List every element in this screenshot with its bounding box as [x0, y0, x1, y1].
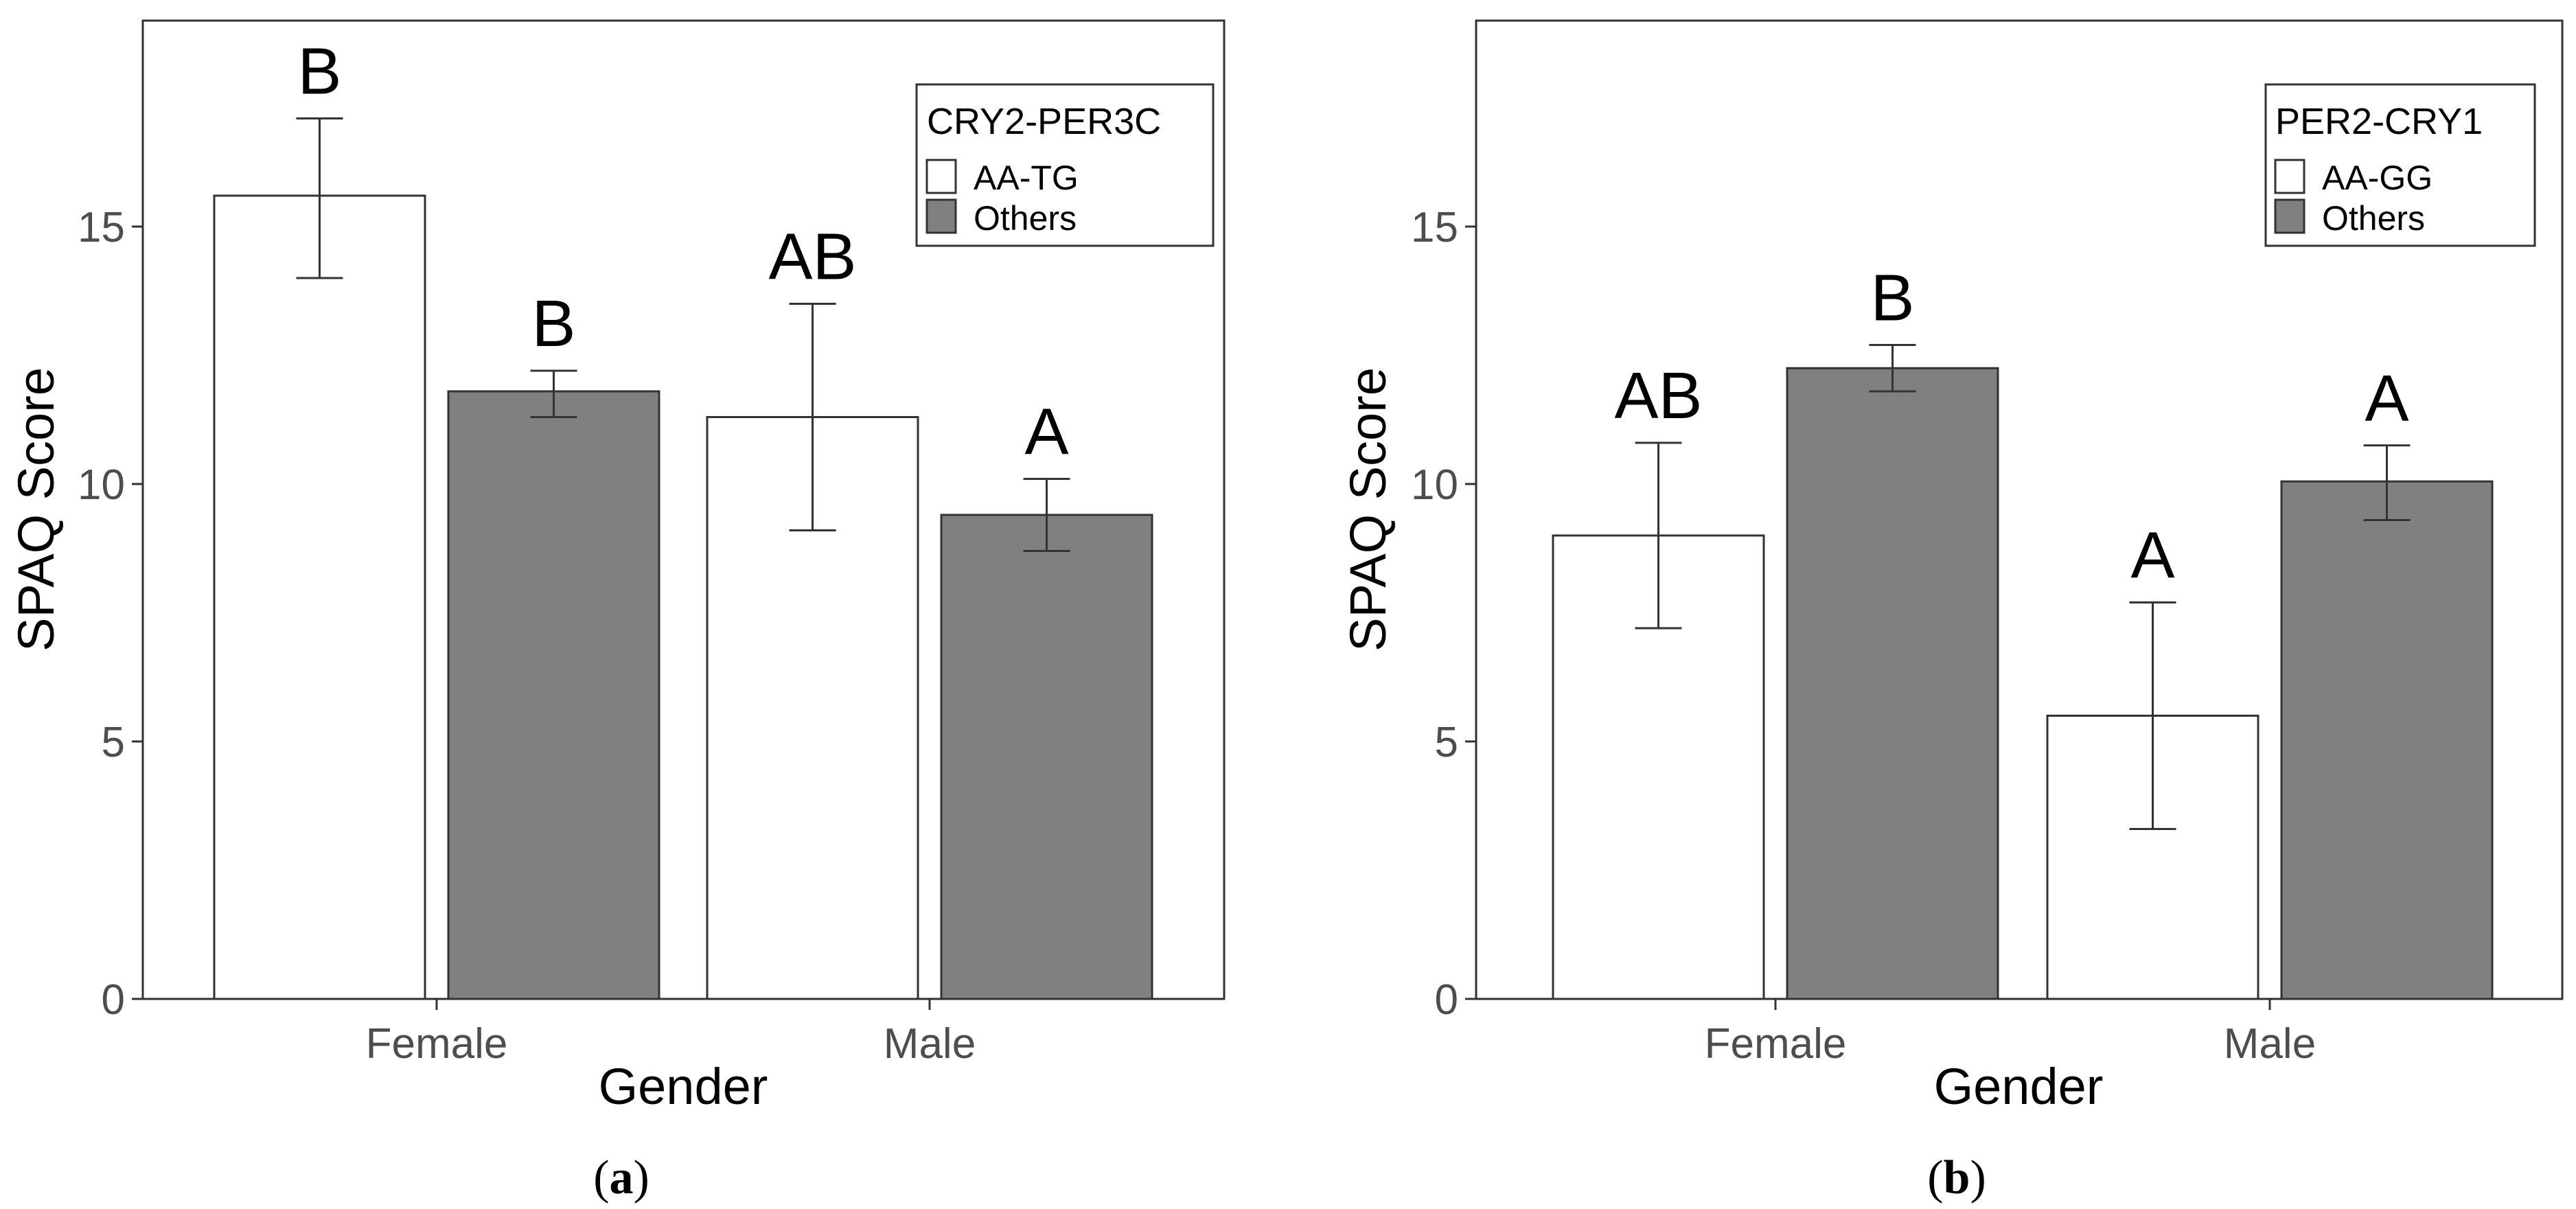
- panel-b-legend-key-others: [2274, 198, 2305, 234]
- panel-b-y-axis-title: SPAQ Score: [1339, 367, 1396, 652]
- panel-b-y-tick-label: 10: [1411, 461, 1458, 509]
- panel-a-significance-labels: B AB B A: [297, 35, 1068, 469]
- panel-a-caption-letter: a: [610, 1151, 634, 1204]
- panel-a-legend-key-others: [925, 198, 957, 234]
- panel-a-sig-label-male-aa-tg: AB: [768, 220, 856, 294]
- panel-b-legend: PER2-CRY1 AA-GG Others: [2264, 83, 2536, 247]
- panel-b-sig-label-female-others: B: [1870, 262, 1914, 335]
- panel-a-y-ticks: 0 5 10 15: [78, 204, 143, 1024]
- panel-b-sig-label-male-aa-gg: A: [2130, 519, 2174, 592]
- panel-a-y-tick-label: 5: [102, 719, 125, 766]
- panel-a-bar-female-aa-tg: [213, 194, 426, 1000]
- panel-b-sig-label-male-others: A: [2365, 362, 2408, 435]
- panel-b-y-tick-label: 15: [1411, 204, 1458, 251]
- panel-a-y-tick-label: 0: [102, 976, 125, 1024]
- panel-b-y-tick-label: 5: [1435, 719, 1458, 766]
- panel-b-x-tick-label-male: Male: [2224, 1020, 2316, 1068]
- panel-b-legend-key-aa-gg: [2274, 159, 2305, 194]
- panel-a-x-ticks: Female Male: [366, 999, 976, 1068]
- panel-b-bar-female-others: [1786, 367, 1999, 1000]
- panel-a-y-axis-title: SPAQ Score: [8, 367, 65, 652]
- panel-b-legend-label-others: Others: [2322, 199, 2425, 238]
- panel-b-x-tick-label-female: Female: [1705, 1020, 1847, 1068]
- panel-b-legend-box: [2264, 83, 2536, 247]
- panel-a-legend-label-others: Others: [974, 199, 1077, 238]
- panel-a-sig-label-female-aa-tg: B: [297, 35, 341, 108]
- panel-a-chart: 0 5 10 15 B AB B A Female Male SPAQ Score Gende…: [8, 19, 1226, 1204]
- panel-a-legend: CRY2-PER3C AA-TG Others: [915, 83, 1215, 247]
- panel-b-caption-letter: b: [1944, 1151, 1970, 1204]
- panel-a-sig-label-male-others: A: [1024, 395, 1068, 469]
- panel-a-plot-border: [141, 19, 1226, 1000]
- panel-b-caption: (b): [1927, 1151, 1986, 1204]
- panel-b-bar-male-others: [2280, 480, 2494, 1000]
- panel-b-plot-border: [1475, 19, 2564, 1000]
- panel-b-legend-title: PER2-CRY1: [2275, 101, 2483, 142]
- panel-b-sig-label-female-aa-gg: AB: [1614, 359, 1702, 433]
- panel-a-bar-female-others: [447, 390, 660, 1000]
- panel-a-bar-male-others: [940, 514, 1153, 1000]
- panel-a-legend-title: CRY2-PER3C: [927, 101, 1161, 142]
- panel-a-y-tick-label: 10: [78, 461, 125, 509]
- panel-a-caption: (a): [593, 1151, 649, 1204]
- panel-b-error-bars: [1635, 344, 2411, 830]
- panel-b-y-tick-label: 0: [1435, 976, 1458, 1024]
- panel-a-legend-label-aa-tg: AA-TG: [974, 159, 1079, 197]
- panel-a-bars: [213, 194, 1153, 1000]
- panel-a-x-tick-label-female: Female: [366, 1020, 508, 1068]
- panel-b-x-ticks: Female Male: [1705, 999, 2316, 1068]
- panel-b-y-ticks: 0 5 10 15: [1411, 204, 1476, 1024]
- panel-a-y-tick-label: 15: [78, 204, 125, 251]
- panel-a-legend-key-aa-tg: [925, 159, 957, 194]
- panel-a-x-axis-title: Gender: [599, 1058, 768, 1115]
- panel-a-legend-box: [915, 83, 1215, 247]
- panel-a-error-bars: [296, 117, 1070, 552]
- panel-b-x-axis-title: Gender: [1934, 1058, 2104, 1115]
- panel-a-bar-male-aa-tg: [706, 416, 919, 1000]
- panel-a-sig-label-female-others: B: [531, 287, 575, 360]
- panel-a-x-tick-label-male: Male: [884, 1020, 976, 1068]
- panel-b-legend-label-aa-gg: AA-GG: [2322, 159, 2433, 197]
